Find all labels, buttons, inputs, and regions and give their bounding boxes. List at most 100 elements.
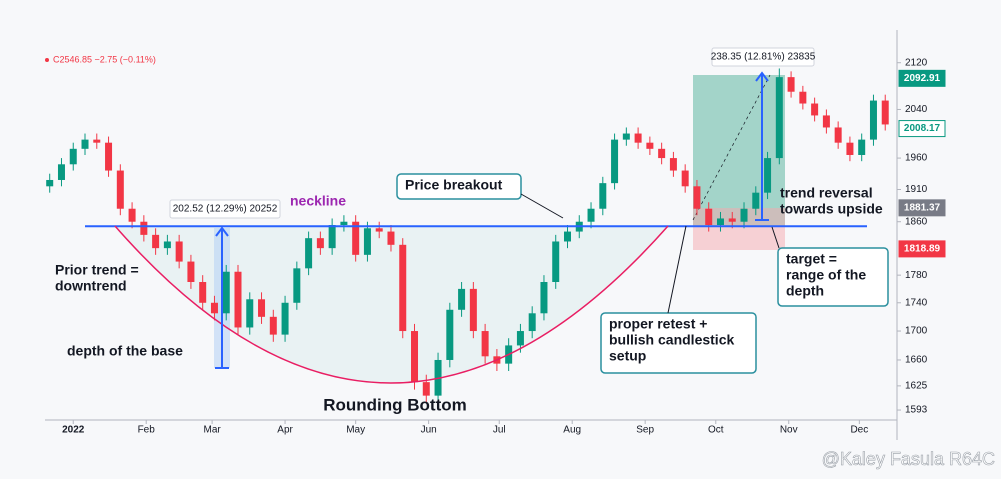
status-line: C2546.85 −2.75 (−0.11%) [53, 54, 156, 64]
y-tick-label: 1660 [905, 355, 928, 366]
annotation-text: range of the [786, 267, 866, 283]
annotation-box [600, 312, 757, 374]
candle-body [281, 302, 289, 335]
annotation-text: proper retest + [609, 316, 707, 332]
candle-body [669, 158, 677, 171]
arrow-head [755, 71, 769, 82]
x-tick-label: May [346, 425, 365, 436]
candle-body [858, 139, 866, 155]
annotation-text: Prior trend = [55, 262, 139, 278]
annotation-text: depth of the base [67, 343, 183, 359]
candle-body [811, 103, 819, 116]
candle-body [599, 183, 607, 209]
pointer [520, 193, 564, 219]
candle-body [81, 139, 89, 149]
candle-body [305, 238, 313, 269]
candle-body [646, 142, 654, 149]
candle-body [140, 221, 148, 235]
candle-body [516, 331, 524, 346]
candle-body [528, 313, 536, 332]
candle-body [46, 179, 54, 187]
candle-body [93, 139, 101, 143]
candle-body [481, 331, 489, 357]
candle-body [105, 142, 113, 171]
rounding-curve [114, 225, 669, 384]
candle-body [116, 170, 124, 209]
candle-body [293, 268, 301, 303]
annotation-text: towards upside [780, 201, 883, 217]
measure-label: 238.35 (12.81%) 23835 [711, 52, 816, 63]
candle-body [363, 228, 371, 255]
candle-body [764, 158, 772, 193]
candle-body [199, 281, 207, 303]
candle-body [246, 299, 254, 328]
y-tick-label: 2040 [905, 104, 928, 115]
y-tick-label: 1593 [905, 405, 928, 416]
candle-body [834, 127, 842, 143]
candle-body [563, 231, 571, 242]
candle-body [258, 299, 266, 317]
candle-body [352, 221, 360, 255]
annotation-text: target = [786, 251, 837, 267]
candle-body [822, 115, 830, 128]
annotation-text: bullish candlestick [609, 332, 734, 348]
candle-body [57, 164, 65, 180]
candle-body [787, 77, 795, 92]
candle-body [587, 208, 595, 222]
candle-body [728, 218, 736, 222]
watermark: @Kaley Fasula R64C [822, 449, 995, 469]
candle-body [869, 100, 877, 140]
price-tag-label: 1881.37 [904, 202, 941, 213]
measure-label: 202.52 (12.29%) 20252 [173, 204, 278, 215]
candle-body [175, 241, 183, 262]
candle-body [458, 288, 466, 310]
candle-body [846, 142, 854, 155]
price-tag [898, 199, 946, 217]
pointer [771, 226, 780, 249]
annotation-text: Price breakout [405, 177, 503, 193]
candle-body [375, 228, 383, 232]
annotation-text: downtrend [55, 278, 127, 294]
candle-body [411, 331, 419, 383]
candle-body [328, 224, 336, 249]
y-tick-label: 2120 [905, 57, 928, 68]
candle-body [716, 218, 724, 225]
price-tag-label: 2092.91 [904, 73, 941, 84]
neckline-label: neckline [290, 193, 346, 209]
x-tick-label: Apr [277, 425, 293, 436]
candle-body [446, 309, 454, 360]
candle-body [163, 241, 171, 249]
x-tick-label: 2022 [62, 425, 85, 436]
chart-title: Rounding Bottom [323, 395, 467, 414]
price-tag-label: 1818.89 [904, 244, 941, 255]
candle-body [622, 133, 630, 140]
candle-body [658, 148, 666, 159]
y-tick-label: 1780 [905, 270, 928, 281]
x-tick-label: Jul [493, 425, 506, 436]
arrow-head [215, 226, 229, 237]
candle-body [540, 281, 548, 314]
candle-body [234, 271, 242, 328]
x-tick-label: Feb [138, 425, 156, 436]
candle-body [316, 238, 324, 249]
candle-body [210, 302, 218, 314]
candle-body [611, 139, 619, 184]
x-tick-label: Dec [850, 425, 868, 436]
y-tick-label: 1960 [905, 153, 928, 164]
x-tick-label: Aug [563, 425, 581, 436]
candle-body [775, 77, 783, 159]
candle-body [681, 170, 689, 187]
x-tick-label: Sep [636, 425, 654, 436]
candle-body [187, 261, 195, 282]
pointer [667, 225, 687, 314]
y-tick-label: 1860 [905, 216, 928, 227]
candle-body [69, 148, 77, 165]
candle-body [222, 271, 230, 314]
measure-box [711, 47, 815, 67]
annotation-text: depth [786, 283, 824, 299]
x-tick-label: Jun [421, 425, 437, 436]
price-tag [898, 240, 946, 258]
price-tag-label: 2008.17 [904, 123, 941, 134]
price-tag [898, 120, 946, 138]
